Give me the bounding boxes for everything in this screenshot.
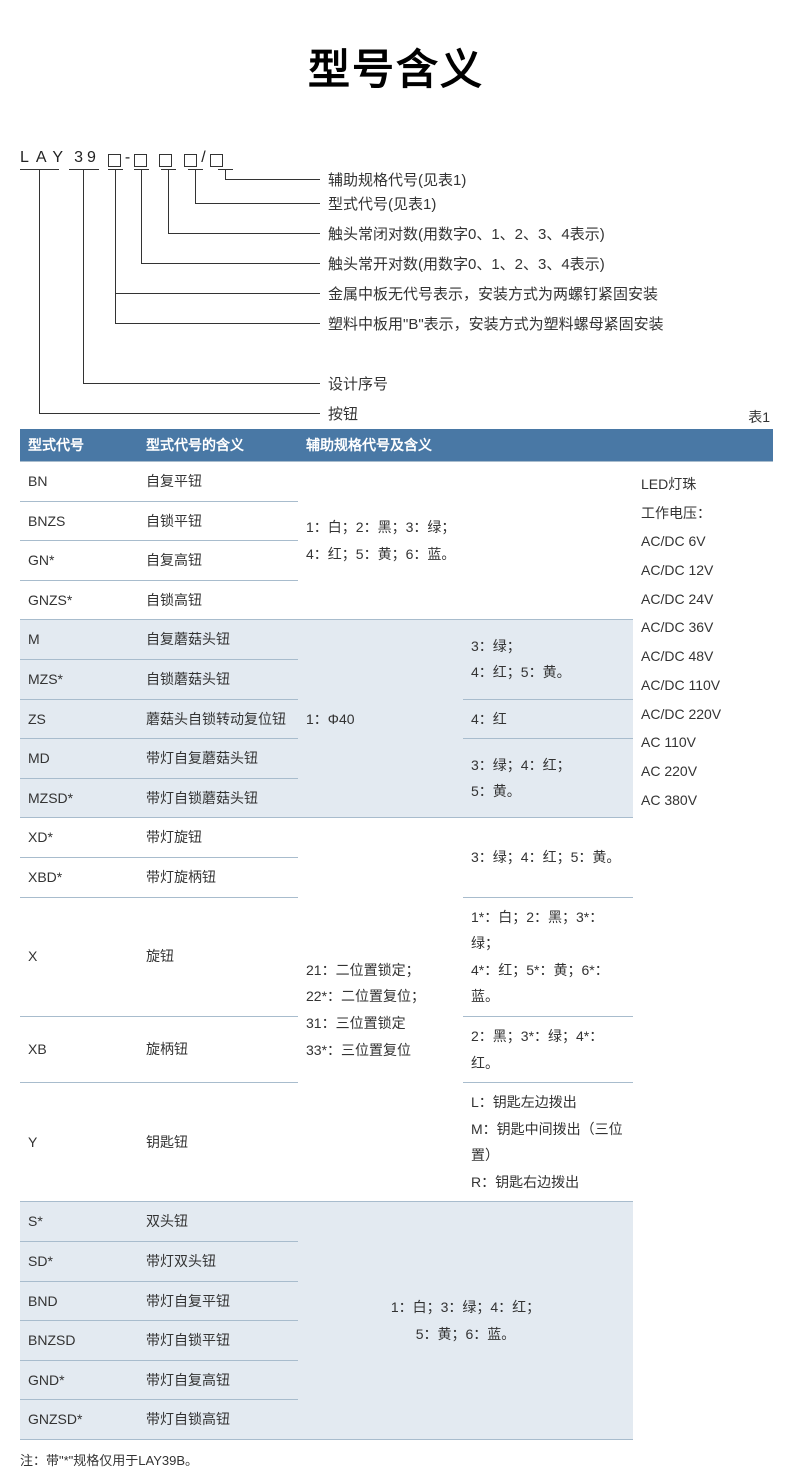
placeholder-box — [210, 154, 223, 167]
placeholder-box — [134, 154, 147, 167]
page-title: 型号含义 — [20, 36, 772, 97]
placeholder-box — [159, 154, 172, 167]
aux-cell: 21：二位置锁定； 22*：二位置复位； 31：三位置锁定 33*：三位置复位 — [298, 818, 463, 1202]
spec-table: 型式代号 型式代号的含义 辅助规格代号及含义 BN 自复平钮 1：白；2：黑；3… — [20, 429, 773, 1440]
th-led — [633, 429, 773, 462]
model-prefix: LAY — [20, 149, 70, 167]
aux-cell: 1：白；3：绿；4：红； 5：黄；6：蓝。 — [298, 1202, 633, 1440]
th-aux: 辅助规格代号及含义 — [298, 429, 633, 462]
model-num: 39 — [74, 149, 100, 167]
placeholder-box — [184, 154, 197, 167]
diagram-label: 金属中板无代号表示，安装方式为两螺钉紧固安装 — [328, 283, 658, 304]
placeholder-box — [108, 154, 121, 167]
th-meaning: 型式代号的含义 — [138, 429, 298, 462]
aux-cell: 1：白；2：黑；3：绿； 4：红；5：黄；6：蓝。 — [298, 462, 633, 620]
diagram-label: 触头常开对数(用数字0、1、2、3、4表示) — [328, 253, 605, 274]
table-row: BN 自复平钮 1：白；2：黑；3：绿； 4：红；5：黄；6：蓝。 LED灯珠 … — [20, 462, 773, 502]
table-caption: 表1 — [748, 407, 770, 427]
led-column: LED灯珠 工作电压： AC/DC 6V AC/DC 12V AC/DC 24V… — [633, 462, 773, 1440]
diagram-label: 塑料中板用"B"表示，安装方式为塑料螺母紧固安装 — [328, 313, 664, 334]
diagram-label: 按钮 — [328, 403, 358, 424]
diagram-label: 触头常闭对数(用数字0、1、2、3、4表示) — [328, 223, 605, 244]
th-code: 型式代号 — [20, 429, 138, 462]
diagram-label: 辅助规格代号(见表1) — [328, 169, 466, 190]
model-code-diagram: LAY 39 - / — [20, 145, 772, 425]
diagram-label: 设计序号 — [328, 373, 388, 394]
diagram-label: 型式代号(见表1) — [328, 193, 436, 214]
aux-cell: 1：Φ40 — [298, 620, 463, 818]
footnote: 注：带"*"规格仅用于LAY39B。 — [20, 1450, 772, 1469]
